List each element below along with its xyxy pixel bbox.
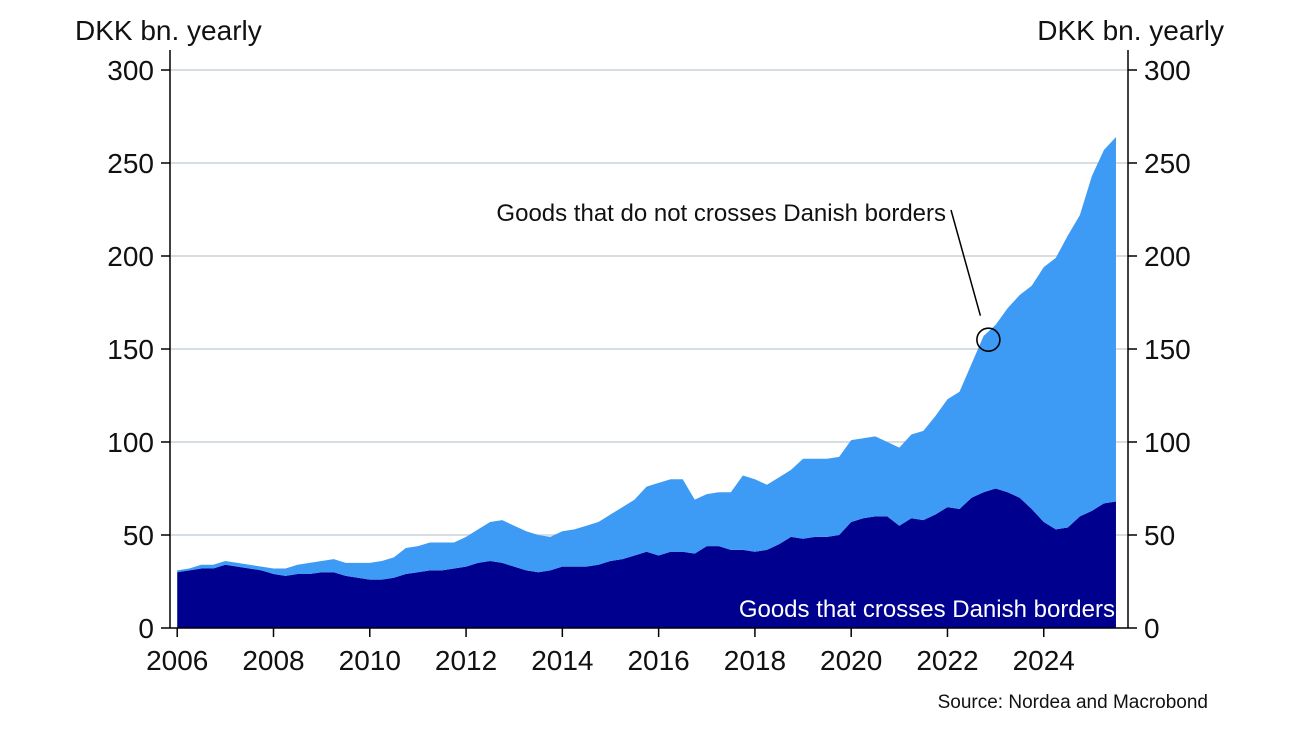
x-tick-label-2022: 2022 (916, 645, 978, 676)
x-axis-ticks: 2006 2008 2010 2012 2014 2016 2018 2020 2022 2024 (146, 628, 1075, 676)
y-axis-left-label: DKK bn. yearly (75, 15, 262, 46)
y-tick-label-right-300: 300 (1144, 55, 1191, 86)
area-series-2 (177, 136, 1116, 580)
x-tick-label-2016: 2016 (627, 645, 689, 676)
y-axis-right-ticks: 0 50 100 150 200 250 300 (1128, 55, 1191, 644)
y-axis-left-ticks: 0 50 100 150 200 250 300 (107, 55, 170, 644)
y-tick-label-left-50: 50 (123, 520, 154, 551)
annotation-circle-marker (976, 327, 1001, 353)
axes (169, 50, 1129, 629)
x-tick-label-2010: 2010 (339, 645, 401, 676)
y-tick-label-left-100: 100 (107, 427, 154, 458)
y-tick-label-left-0: 0 (138, 613, 154, 644)
annotation-label-upper: Goods that do not crosses Danish borders (496, 200, 946, 227)
annotation-leader-line (950, 209, 982, 316)
y-tick-label-left-150: 150 (107, 334, 154, 365)
y-tick-label-right-50: 50 (1144, 520, 1175, 551)
y-tick-label-right-250: 250 (1144, 148, 1191, 179)
y-tick-label-right-100: 100 (1144, 427, 1191, 458)
y-tick-label-right-200: 200 (1144, 241, 1191, 272)
x-tick-label-2020: 2020 (820, 645, 882, 676)
x-tick-label-2008: 2008 (242, 645, 304, 676)
y-tick-label-left-200: 200 (107, 241, 154, 272)
x-tick-label-2006: 2006 (146, 645, 208, 676)
y-tick-label-right-150: 150 (1144, 334, 1191, 365)
source-note: Source: Nordea and Macrobond (938, 692, 1208, 713)
x-tick-label-2014: 2014 (531, 645, 593, 676)
y-tick-label-right-0: 0 (1144, 613, 1160, 644)
series-label-lower: Goods that crosses Danish borders (739, 596, 1115, 623)
y-tick-label-left-300: 300 (107, 55, 154, 86)
y-tick-label-left-250: 250 (107, 148, 154, 179)
y-axis-right-label: DKK bn. yearly (1037, 15, 1224, 46)
area-series-1 (177, 488, 1116, 628)
x-tick-label-2024: 2024 (1013, 645, 1075, 676)
area-series (177, 136, 1116, 628)
x-tick-label-2012: 2012 (435, 645, 497, 676)
x-tick-label-2018: 2018 (724, 645, 786, 676)
